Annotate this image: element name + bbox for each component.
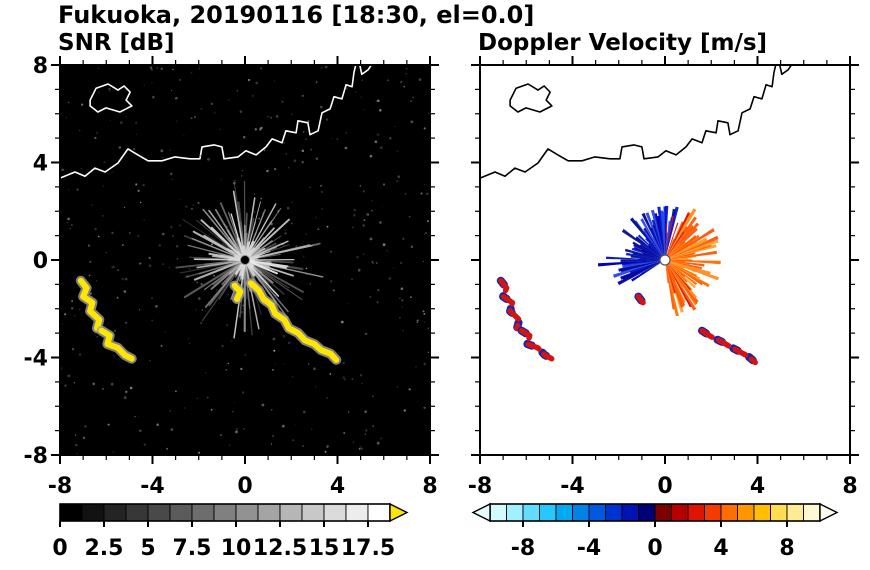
colorbar-segment xyxy=(147,503,171,522)
colorbar-segment xyxy=(323,503,347,522)
echo-region xyxy=(247,280,340,363)
colorbar-segment xyxy=(367,503,391,522)
velocity-echo-red xyxy=(635,293,646,306)
colorbar-over-arrow xyxy=(389,502,409,523)
colorbar-segment xyxy=(605,503,623,522)
colorbar-segment xyxy=(588,503,606,522)
colorbar-tick-label: 2.5 xyxy=(85,536,124,561)
colorbar-segment xyxy=(59,503,83,522)
x-tick-label: -8 xyxy=(48,474,72,499)
velocity-echo-red xyxy=(518,327,555,362)
colorbar-segment xyxy=(235,503,259,522)
colorbar-over-arrow xyxy=(819,502,839,523)
x-tick-label: 4 xyxy=(750,474,765,499)
colorbar-segment xyxy=(687,503,705,522)
colorbar-segment xyxy=(103,503,127,522)
velocity-fan xyxy=(598,205,721,317)
echo-region xyxy=(77,277,103,332)
colorbar-tick-label: 15 xyxy=(309,536,340,561)
radar-center-dot xyxy=(659,254,671,266)
echo-region xyxy=(231,282,244,302)
colorbar-tick-label: 8 xyxy=(779,536,794,561)
velocity-colorbar: -8 -4 0 4 8 xyxy=(471,502,839,561)
colorbar-segment xyxy=(345,503,369,522)
snr-axes: -8 -4 0 4 8 8 4 0 -4 -8 xyxy=(24,54,439,499)
colorbar-segment xyxy=(522,503,540,522)
colorbar-segment xyxy=(737,503,755,522)
x-tick-label: 8 xyxy=(842,474,857,499)
snr-colorbar: 0 2.5 5 7.5 10 12.5 15 17.5 xyxy=(52,502,409,561)
colorbar-segment xyxy=(786,503,804,522)
velocity-panel xyxy=(480,65,850,455)
x-tick-label: -4 xyxy=(140,474,164,499)
colorbar-segment xyxy=(191,503,215,522)
x-tick-label: 0 xyxy=(237,474,252,499)
colorbar-tick-label: 5 xyxy=(140,536,155,561)
colorbar-segment xyxy=(803,503,821,522)
colorbar-segment xyxy=(169,503,193,522)
velocity-echo-red xyxy=(498,277,523,332)
colorbar-segment xyxy=(654,503,672,522)
colorbar-segment xyxy=(704,503,722,522)
colorbar-segment xyxy=(753,503,771,522)
colorbar-segment xyxy=(539,503,557,522)
colorbar-segment xyxy=(720,503,738,522)
colorbar-segment xyxy=(81,503,105,522)
colorbar-tick-label: 0 xyxy=(647,536,662,561)
colorbar-tick-label: -8 xyxy=(511,536,535,561)
y-tick-label: 0 xyxy=(33,249,48,274)
colorbar-segment xyxy=(572,503,590,522)
colorbar-tick-label: 7.5 xyxy=(173,536,212,561)
colorbar-segment xyxy=(671,503,689,522)
colorbar-segment xyxy=(213,503,237,522)
radar-center-dot xyxy=(240,255,250,265)
colorbar-tick-label: 17.5 xyxy=(341,536,395,561)
figure-title: Fukuoka, 20190116 [18:30, el=0.0] xyxy=(58,1,535,29)
snr-panel xyxy=(60,65,430,455)
y-tick-label: 8 xyxy=(33,54,48,79)
coastline xyxy=(89,83,133,113)
colorbar-tick-label: 10 xyxy=(221,536,252,561)
x-tick-label: -8 xyxy=(468,474,492,499)
coastline xyxy=(480,65,777,179)
coastline xyxy=(509,83,553,113)
y-tick-label: -8 xyxy=(24,444,48,469)
velocity-echo-red xyxy=(699,327,758,366)
coastline xyxy=(60,65,357,179)
colorbar-segment xyxy=(638,503,656,522)
x-tick-label: -4 xyxy=(560,474,584,499)
colorbar-segment xyxy=(770,503,788,522)
colorbar-segment xyxy=(621,503,639,522)
colorbar-segment xyxy=(125,503,149,522)
colorbar-tick-label: 0 xyxy=(52,536,67,561)
colorbar-segment xyxy=(555,503,573,522)
x-tick-label: 8 xyxy=(422,474,437,499)
colorbar-under-arrow xyxy=(471,502,491,523)
colorbar-tick-label: 4 xyxy=(713,536,728,561)
x-tick-label: 4 xyxy=(330,474,345,499)
echo-region xyxy=(98,327,135,362)
colorbar-tick-label: 12.5 xyxy=(253,536,307,561)
colorbar-segment xyxy=(301,503,325,522)
coastline xyxy=(358,65,373,76)
snr-panel-title: SNR [dB] xyxy=(58,30,175,56)
colorbar-segment xyxy=(489,503,507,522)
colorbar-segment xyxy=(506,503,524,522)
y-tick-label: -4 xyxy=(24,347,48,372)
velocity-panel-title: Doppler Velocity [m/s] xyxy=(478,30,768,56)
x-tick-label: 0 xyxy=(657,474,672,499)
velocity-axes: -8 -4 0 4 8 xyxy=(468,56,859,499)
colorbar-segment xyxy=(279,503,303,522)
y-tick-label: 4 xyxy=(33,152,48,177)
colorbar-tick-label: -4 xyxy=(577,536,601,561)
colorbar-segment xyxy=(257,503,281,522)
coastline xyxy=(778,65,793,76)
